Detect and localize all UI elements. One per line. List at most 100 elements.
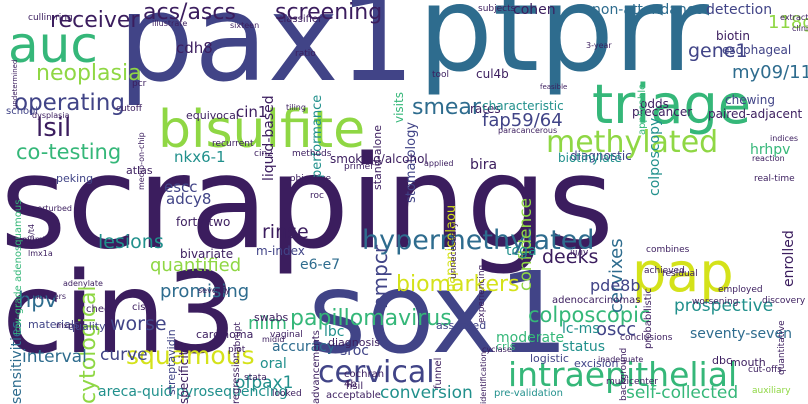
word-worse: worse: [110, 313, 167, 335]
word-peking: peking: [56, 172, 94, 185]
word-cul4b: cul4b: [476, 67, 509, 81]
word-applied: applied: [424, 159, 454, 168]
word-ofpax1: ofpax1: [235, 373, 294, 393]
word-residual: residual: [662, 269, 698, 279]
word-status: status: [562, 339, 606, 355]
word-interval: interval: [22, 347, 87, 367]
word-methylated: methylated: [546, 125, 719, 160]
word-pax1: pax1: [118, 0, 416, 109]
word-sixteen: sixteen: [230, 21, 260, 30]
word-tcga: tcga: [506, 243, 537, 259]
word-odds: odds: [640, 97, 669, 111]
word-pcr: pcr: [132, 79, 147, 89]
word-methods: methods: [292, 149, 332, 159]
word-vaginal: vaginal: [270, 330, 303, 340]
word-bira: bira: [470, 157, 498, 173]
word-curve: curve: [100, 345, 148, 365]
word-esophageal: esophageal: [722, 43, 792, 57]
word-stata: stata: [244, 373, 267, 383]
word-real-time: real-time: [754, 174, 795, 184]
word-employed: employed: [718, 285, 763, 295]
word-primer: primer: [344, 162, 374, 172]
word-sox1: sox1: [308, 249, 569, 379]
word-screening: screening: [275, 0, 383, 25]
word-looked: looked: [272, 389, 302, 399]
word-moderate: moderate: [496, 330, 565, 346]
word-conclusions: conclusions: [620, 333, 673, 343]
word-promising: promising: [160, 281, 250, 302]
word-crls: crls: [496, 340, 516, 353]
word-cyclase: cyclase: [482, 345, 512, 354]
word-smear: smear: [412, 95, 481, 120]
word-equivocal: equivocal: [186, 109, 239, 122]
word-triage: triage: [592, 73, 751, 136]
word-oscc: oscc: [596, 319, 637, 340]
word-accuracy: accuracy: [272, 339, 336, 355]
word-subjects: subjects: [478, 4, 516, 14]
word-hrhpv: hrhpv: [750, 142, 791, 158]
word-non-attendance: non-attendance: [592, 2, 704, 18]
word-carcinoma: carcinoma: [196, 328, 254, 341]
word-escc: escc: [164, 178, 198, 196]
word-detection: detection: [706, 2, 773, 18]
word-cervical: cervical: [318, 355, 435, 390]
word-experiencing: experiencing: [477, 264, 487, 323]
word-oral: oral: [260, 356, 287, 372]
word-lmx1a: lmx1a: [28, 249, 53, 258]
word-excision: excision: [574, 357, 619, 370]
word-inadequate: inadequate: [598, 355, 644, 364]
word-precancer: precancer: [632, 105, 693, 119]
word-worsening: worsening: [692, 297, 739, 307]
word-dbc: dbc: [712, 354, 733, 367]
word-discovery: discovery: [762, 296, 806, 306]
word-combines: combines: [646, 245, 690, 255]
word-identification: identification: [479, 351, 488, 404]
word-acceptable: acceptable: [326, 390, 381, 401]
word-n3-year: 3-year: [586, 41, 612, 50]
word-liquid-based: liquid-based: [261, 95, 277, 181]
word-pap: pap: [632, 241, 734, 304]
word-cdh8: cdh8: [176, 39, 213, 57]
word-auc: auc: [8, 16, 98, 74]
word-my09-11: my09/11: [732, 62, 808, 83]
word-clinics: clinics: [792, 24, 808, 33]
word-self-collected: self-collected: [626, 383, 739, 403]
word-diagnostic: diagnostic: [570, 149, 632, 163]
word-advancements: advancements: [311, 330, 322, 404]
word-adenylate: adenylate: [63, 279, 103, 288]
word-rates: rates: [470, 102, 501, 116]
word-nmpcr: nmpcr: [368, 244, 392, 309]
word-pde8b: pde8b: [590, 276, 641, 295]
word-indices: indices: [770, 134, 799, 143]
word-quantified: quantified: [150, 255, 242, 276]
word-colposcopy: colposcopy: [647, 117, 663, 196]
word-cullin-ring: cullin-ring: [28, 13, 73, 23]
word-paracancerous: paracancerous: [498, 126, 558, 135]
word-extracted: extracted: [780, 13, 808, 22]
word-iii-iv: iii/iv: [570, 248, 589, 258]
word-check: check: [86, 304, 116, 315]
word-biomarkers: biomarkers: [396, 272, 520, 297]
word-gene1: gene1: [688, 40, 748, 62]
word-roc: roc: [310, 191, 324, 201]
word-recurrent: recurrent: [212, 139, 254, 149]
word-objective: objective: [290, 174, 332, 184]
word-conversion: conversion: [380, 383, 473, 403]
word-school: school: [6, 106, 39, 117]
word-ptprr: ptprr: [418, 0, 710, 98]
word-severity: severity: [198, 286, 231, 295]
word-rinse: rinse: [262, 221, 309, 243]
word-adcy8: adcy8: [166, 190, 212, 208]
word-co-testing: co-testing: [16, 140, 122, 164]
word-quality: quality: [68, 320, 106, 333]
word-nkx6-1: nkx6-1: [174, 148, 226, 166]
word-assessed: assessed: [436, 319, 487, 332]
word-performance: performance: [310, 94, 325, 178]
word-t3-t4: t3/t4: [27, 223, 36, 243]
word-visits: visits: [392, 92, 406, 123]
word-n4b: 4b: [344, 379, 357, 390]
word-undetermined: undetermined: [11, 59, 19, 109]
word-biotin: biotin: [716, 29, 750, 43]
word-logistic: logistic: [530, 352, 569, 365]
